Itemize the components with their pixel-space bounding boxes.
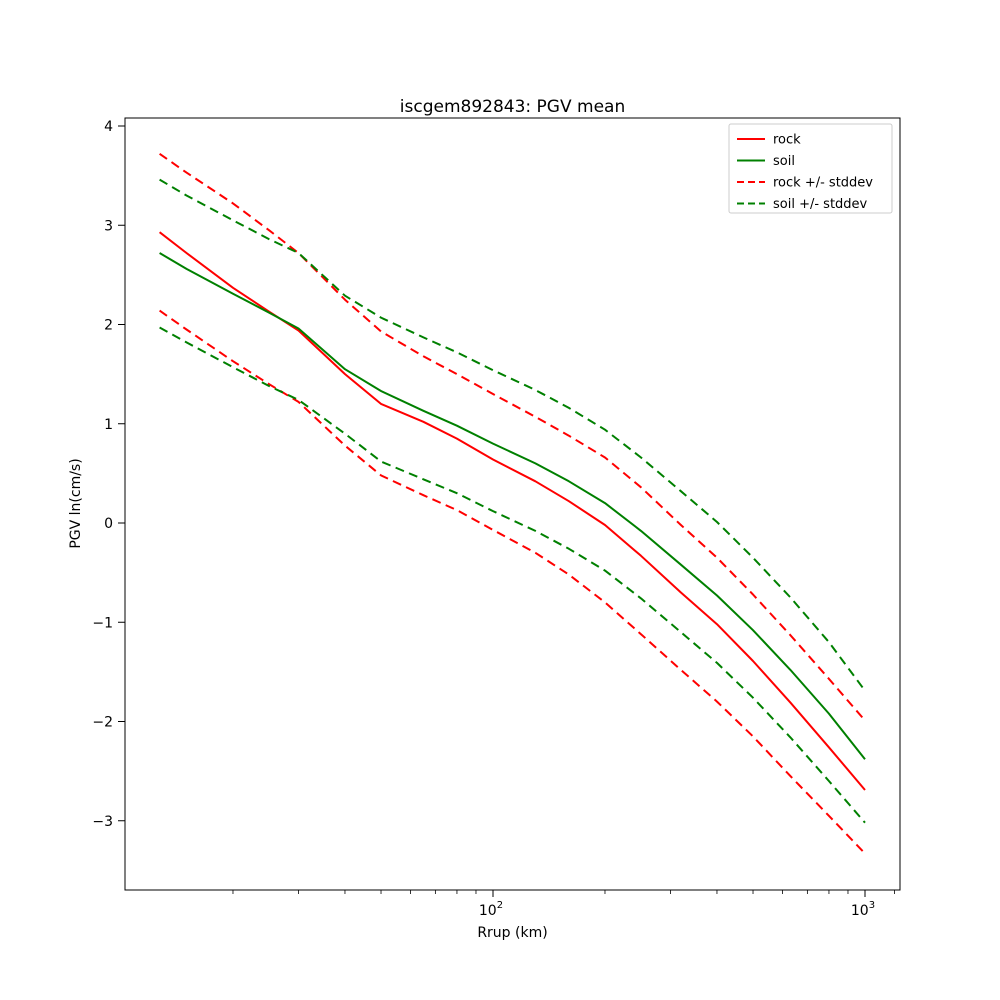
y-tick-label: −2 [92,715,113,731]
chart-title: iscgem892843: PGV mean [400,97,625,117]
soil-stddev-line [159,178,866,692]
soil-stddev-line [159,326,866,824]
rock-stddev-line [159,309,866,855]
legend: rock soil rock +/- stddev soil +/- stdde… [728,123,893,214]
y-tick-label: 4 [104,119,113,135]
y-tick-label: 0 [104,516,113,532]
legend-item-rock: rock [737,133,801,148]
legend-item-soil: soil [737,154,795,169]
legend-label-rock: rock [773,133,801,148]
rock-stddev-line [159,152,866,722]
x-tick-label: 103 [851,900,875,919]
legend-item-soil-stddev: soil +/- stddev [737,197,868,212]
legend-label-rock-stddev: rock +/- stddev [773,176,873,191]
x-axis-label: Rrup (km) [477,925,547,941]
y-tick-label: 1 [104,417,113,433]
y-axis-ticks: 4 3 2 1 0 −1 −2 −3 [92,119,125,830]
y-tick-label: 2 [104,318,113,334]
legend-item-rock-stddev: rock +/- stddev [737,176,873,191]
soil-line [159,252,866,760]
x-axis-ticks: 102 103 [232,890,895,919]
x-tick-label: 102 [479,900,503,919]
plot-curves [158,152,866,855]
y-axis-label: PGV ln(cm/s) [68,458,84,548]
legend-label-soil-stddev: soil +/- stddev [773,197,868,212]
plot-area-border [124,117,901,891]
y-tick-label: −3 [92,814,113,830]
rock-line [158,231,866,791]
legend-label-soil: soil [773,154,795,169]
y-tick-label: −1 [92,615,113,631]
y-tick-label: 3 [104,218,113,234]
legend-box [728,123,893,214]
